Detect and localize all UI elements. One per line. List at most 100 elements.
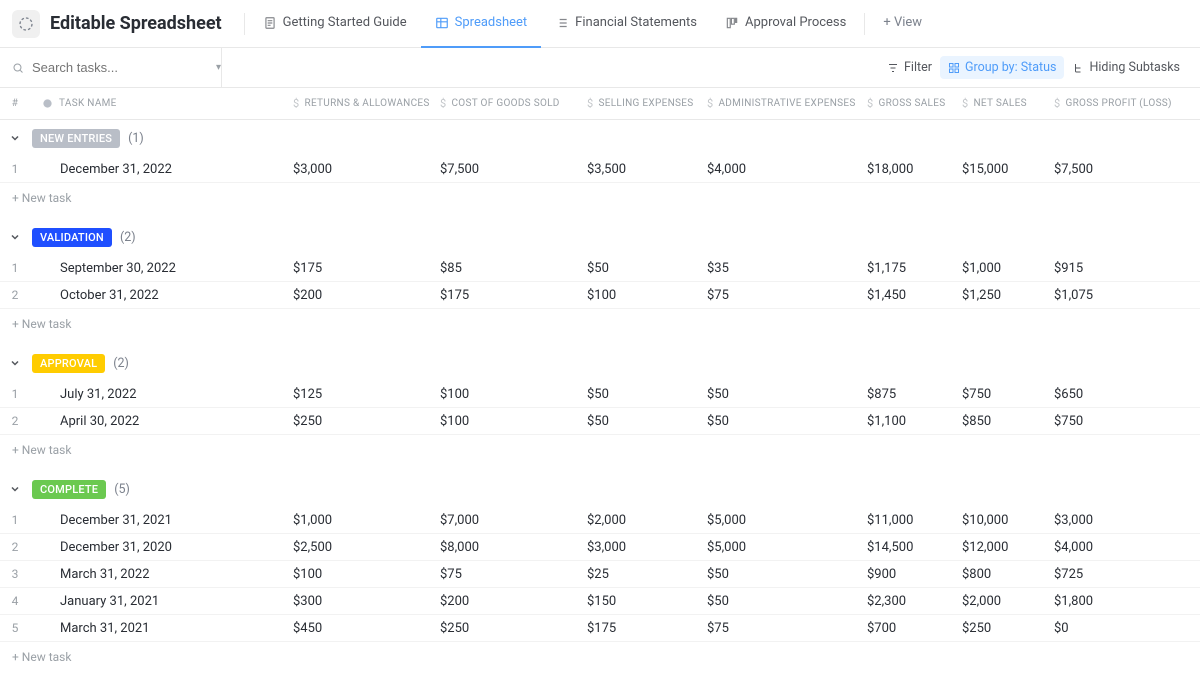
cell-selling[interactable]: $25 [577, 567, 697, 582]
table-row[interactable]: 1September 30, 2022$175$85$50$35$1,175$1… [0, 255, 1200, 282]
group-collapse-toggle[interactable] [6, 480, 24, 498]
cell-net-sales[interactable]: $12,000 [952, 540, 1044, 555]
cell-cogs[interactable]: $100 [430, 414, 577, 429]
cell-selling[interactable]: $150 [577, 594, 697, 609]
new-task-button[interactable]: + New task [0, 309, 1200, 339]
cell-cogs[interactable]: $8,000 [430, 540, 577, 555]
cell-cogs[interactable]: $75 [430, 567, 577, 582]
cell-selling[interactable]: $175 [577, 621, 697, 636]
cell-gross-profit[interactable]: $750 [1044, 414, 1174, 429]
cell-gross-sales[interactable]: $14,500 [857, 540, 952, 555]
table-row[interactable]: 3March 31, 2022$100$75$25$50$900$800$725 [0, 561, 1200, 588]
cell-admin[interactable]: $50 [697, 594, 857, 609]
cell-net-sales[interactable]: $2,000 [952, 594, 1044, 609]
cell-returns[interactable]: $200 [283, 288, 430, 303]
cell-cogs[interactable]: $200 [430, 594, 577, 609]
cell-cogs[interactable]: $7,500 [430, 162, 577, 177]
task-name-cell[interactable]: December 31, 2020 [30, 540, 283, 555]
cell-selling[interactable]: $3,500 [577, 162, 697, 177]
chevron-down-icon[interactable]: ▾ [216, 62, 221, 73]
cell-returns[interactable]: $125 [283, 387, 430, 402]
cell-gross-profit[interactable]: $650 [1044, 387, 1174, 402]
cell-gross-profit[interactable]: $1,800 [1044, 594, 1174, 609]
cell-gross-profit[interactable]: $4,000 [1044, 540, 1174, 555]
cell-cogs[interactable]: $100 [430, 387, 577, 402]
filter-button[interactable]: Filter [879, 56, 940, 79]
cell-net-sales[interactable]: $15,000 [952, 162, 1044, 177]
cell-gross-sales[interactable]: $1,100 [857, 414, 952, 429]
new-task-button[interactable]: + New task [0, 183, 1200, 213]
cell-net-sales[interactable]: $250 [952, 621, 1044, 636]
col-cogs[interactable]: $COST OF GOODS SOLD [430, 97, 577, 110]
group-collapse-toggle[interactable] [6, 228, 24, 246]
cell-gross-sales[interactable]: $2,300 [857, 594, 952, 609]
cell-selling[interactable]: $50 [577, 387, 697, 402]
add-view[interactable]: + View [869, 0, 936, 48]
status-badge[interactable]: COMPLETE [32, 480, 106, 499]
cell-returns[interactable]: $450 [283, 621, 430, 636]
cell-admin[interactable]: $35 [697, 261, 857, 276]
table-row[interactable]: 5March 31, 2021$450$250$175$75$700$250$0 [0, 615, 1200, 642]
cell-gross-sales[interactable]: $1,175 [857, 261, 952, 276]
group-by-button[interactable]: Group by: Status [940, 56, 1065, 79]
cell-admin[interactable]: $50 [697, 414, 857, 429]
cell-selling[interactable]: $2,000 [577, 513, 697, 528]
cell-returns[interactable]: $100 [283, 567, 430, 582]
cell-selling[interactable]: $50 [577, 261, 697, 276]
tab-getting-started[interactable]: Getting Started Guide [249, 0, 421, 48]
tab-spreadsheet[interactable]: Spreadsheet [421, 0, 542, 48]
cell-cogs[interactable]: $85 [430, 261, 577, 276]
cell-gross-profit[interactable]: $7,500 [1044, 162, 1174, 177]
status-badge[interactable]: NEW ENTRIES [32, 129, 120, 148]
cell-net-sales[interactable]: $10,000 [952, 513, 1044, 528]
table-row[interactable]: 2October 31, 2022$200$175$100$75$1,450$1… [0, 282, 1200, 309]
cell-returns[interactable]: $3,000 [283, 162, 430, 177]
cell-returns[interactable]: $2,500 [283, 540, 430, 555]
col-taskname[interactable]: TASK NAME [30, 98, 283, 109]
col-net-sales[interactable]: $NET SALES [952, 97, 1044, 110]
search-input[interactable] [32, 60, 208, 75]
table-row[interactable]: 1July 31, 2022$125$100$50$50$875$750$650 [0, 381, 1200, 408]
cell-net-sales[interactable]: $850 [952, 414, 1044, 429]
cell-gross-sales[interactable]: $875 [857, 387, 952, 402]
cell-gross-sales[interactable]: $11,000 [857, 513, 952, 528]
cell-admin[interactable]: $75 [697, 288, 857, 303]
cell-returns[interactable]: $1,000 [283, 513, 430, 528]
col-gross-profit[interactable]: $GROSS PROFIT (LOSS) [1044, 97, 1174, 110]
cell-returns[interactable]: $250 [283, 414, 430, 429]
table-row[interactable]: 1December 31, 2022$3,000$7,500$3,500$4,0… [0, 156, 1200, 183]
task-name-cell[interactable]: December 31, 2022 [30, 162, 283, 177]
cell-gross-sales[interactable]: $18,000 [857, 162, 952, 177]
status-badge[interactable]: VALIDATION [32, 228, 112, 247]
cell-admin[interactable]: $5,000 [697, 540, 857, 555]
cell-selling[interactable]: $100 [577, 288, 697, 303]
task-name-cell[interactable]: July 31, 2022 [30, 387, 283, 402]
status-badge[interactable]: APPROVAL [32, 354, 105, 373]
cell-gross-sales[interactable]: $1,450 [857, 288, 952, 303]
cell-cogs[interactable]: $175 [430, 288, 577, 303]
task-name-cell[interactable]: April 30, 2022 [30, 414, 283, 429]
cell-admin[interactable]: $5,000 [697, 513, 857, 528]
table-row[interactable]: 2April 30, 2022$250$100$50$50$1,100$850$… [0, 408, 1200, 435]
task-name-cell[interactable]: October 31, 2022 [30, 288, 283, 303]
cell-admin[interactable]: $75 [697, 621, 857, 636]
cell-cogs[interactable]: $7,000 [430, 513, 577, 528]
cell-gross-profit[interactable]: $725 [1044, 567, 1174, 582]
cell-gross-sales[interactable]: $900 [857, 567, 952, 582]
table-row[interactable]: 1December 31, 2021$1,000$7,000$2,000$5,0… [0, 507, 1200, 534]
cell-returns[interactable]: $175 [283, 261, 430, 276]
cell-admin[interactable]: $50 [697, 567, 857, 582]
tab-approval[interactable]: Approval Process [711, 0, 860, 48]
cell-gross-profit[interactable]: $915 [1044, 261, 1174, 276]
cell-admin[interactable]: $50 [697, 387, 857, 402]
cell-selling[interactable]: $3,000 [577, 540, 697, 555]
table-row[interactable]: 4January 31, 2021$300$200$150$50$2,300$2… [0, 588, 1200, 615]
task-name-cell[interactable]: September 30, 2022 [30, 261, 283, 276]
task-name-cell[interactable]: December 31, 2021 [30, 513, 283, 528]
cell-gross-profit[interactable]: $0 [1044, 621, 1174, 636]
cell-net-sales[interactable]: $750 [952, 387, 1044, 402]
cell-selling[interactable]: $50 [577, 414, 697, 429]
cell-gross-sales[interactable]: $700 [857, 621, 952, 636]
col-returns[interactable]: $RETURNS & ALLOWANCES [283, 97, 430, 110]
hiding-subtasks-button[interactable]: Hiding Subtasks [1064, 56, 1188, 79]
